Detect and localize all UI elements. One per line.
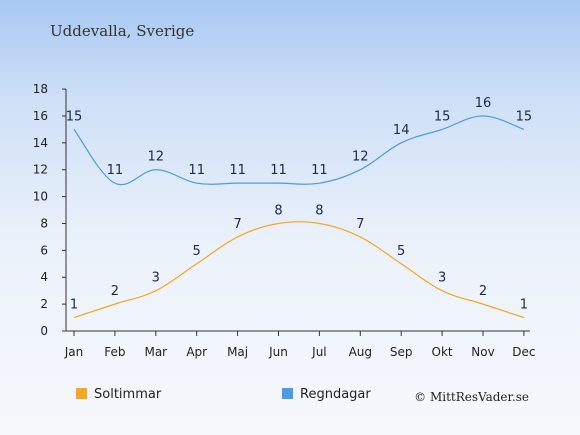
data-label-soltimmar: 7 — [233, 217, 241, 232]
y-tick-label: 6 — [40, 243, 48, 257]
legend-swatch-regndagar — [282, 388, 293, 399]
x-tick-label: Jun — [268, 345, 288, 359]
x-tick-label: Nov — [471, 345, 494, 359]
series-line-soltimmar — [73, 221, 525, 319]
data-label-soltimmar: 2 — [111, 284, 119, 299]
y-tick-label: 8 — [40, 216, 48, 230]
y-tick-label: 18 — [33, 82, 48, 96]
data-label-regndagar: 16 — [475, 96, 492, 111]
x-tick-label: Apr — [186, 345, 207, 359]
data-label-regndagar: 14 — [393, 123, 410, 138]
series-line-regndagar — [73, 115, 525, 186]
data-label-regndagar: 11 — [311, 163, 328, 178]
data-label-soltimmar: 2 — [479, 284, 487, 299]
data-label-soltimmar: 1 — [520, 298, 528, 313]
data-label-soltimmar: 8 — [315, 203, 323, 218]
data-label-soltimmar: 3 — [438, 271, 446, 286]
data-label-soltimmar: 7 — [356, 217, 364, 232]
legend-label-soltimmar: Soltimmar — [94, 387, 162, 402]
data-label-regndagar: 12 — [148, 150, 165, 165]
x-tick-label: Aug — [349, 345, 372, 359]
y-tick-label: 14 — [33, 136, 48, 150]
data-label-soltimmar: 5 — [193, 244, 201, 259]
data-label-regndagar: 11 — [270, 163, 287, 178]
x-tick-label: Dec — [512, 345, 535, 359]
data-label-regndagar: 12 — [352, 150, 369, 165]
copyright-text: © MittResVader.se — [414, 390, 529, 404]
y-tick-label: 2 — [40, 297, 48, 311]
y-tick-label: 16 — [33, 109, 48, 123]
data-label-regndagar: 11 — [229, 163, 246, 178]
data-label-regndagar: 11 — [107, 163, 124, 178]
y-tick-label: 10 — [33, 190, 48, 204]
chart-title: Uddevalla, Sverige — [50, 22, 195, 40]
x-tick-label: Jan — [64, 345, 84, 359]
y-tick-label: 0 — [40, 324, 48, 338]
data-label-soltimmar: 1 — [70, 298, 78, 313]
legend-label-regndagar: Regndagar — [300, 387, 371, 402]
x-tick-label: Mar — [144, 345, 167, 359]
data-label-regndagar: 15 — [516, 109, 533, 124]
x-tick-label: Feb — [104, 345, 125, 359]
data-label-soltimmar: 3 — [152, 271, 160, 286]
data-label-regndagar: 15 — [66, 109, 83, 124]
y-tick-label: 4 — [40, 270, 48, 284]
x-tick-label: Maj — [227, 345, 248, 359]
data-label-soltimmar: 8 — [274, 203, 282, 218]
data-label-soltimmar: 5 — [397, 244, 405, 259]
x-tick-label: Jul — [311, 345, 326, 359]
data-label-regndagar: 15 — [434, 109, 451, 124]
legend-swatch-soltimmar — [76, 388, 87, 399]
data-label-regndagar: 11 — [188, 163, 205, 178]
x-tick-label: Sep — [390, 345, 413, 359]
x-tick-label: Okt — [432, 345, 453, 359]
y-tick-label: 12 — [33, 163, 48, 177]
